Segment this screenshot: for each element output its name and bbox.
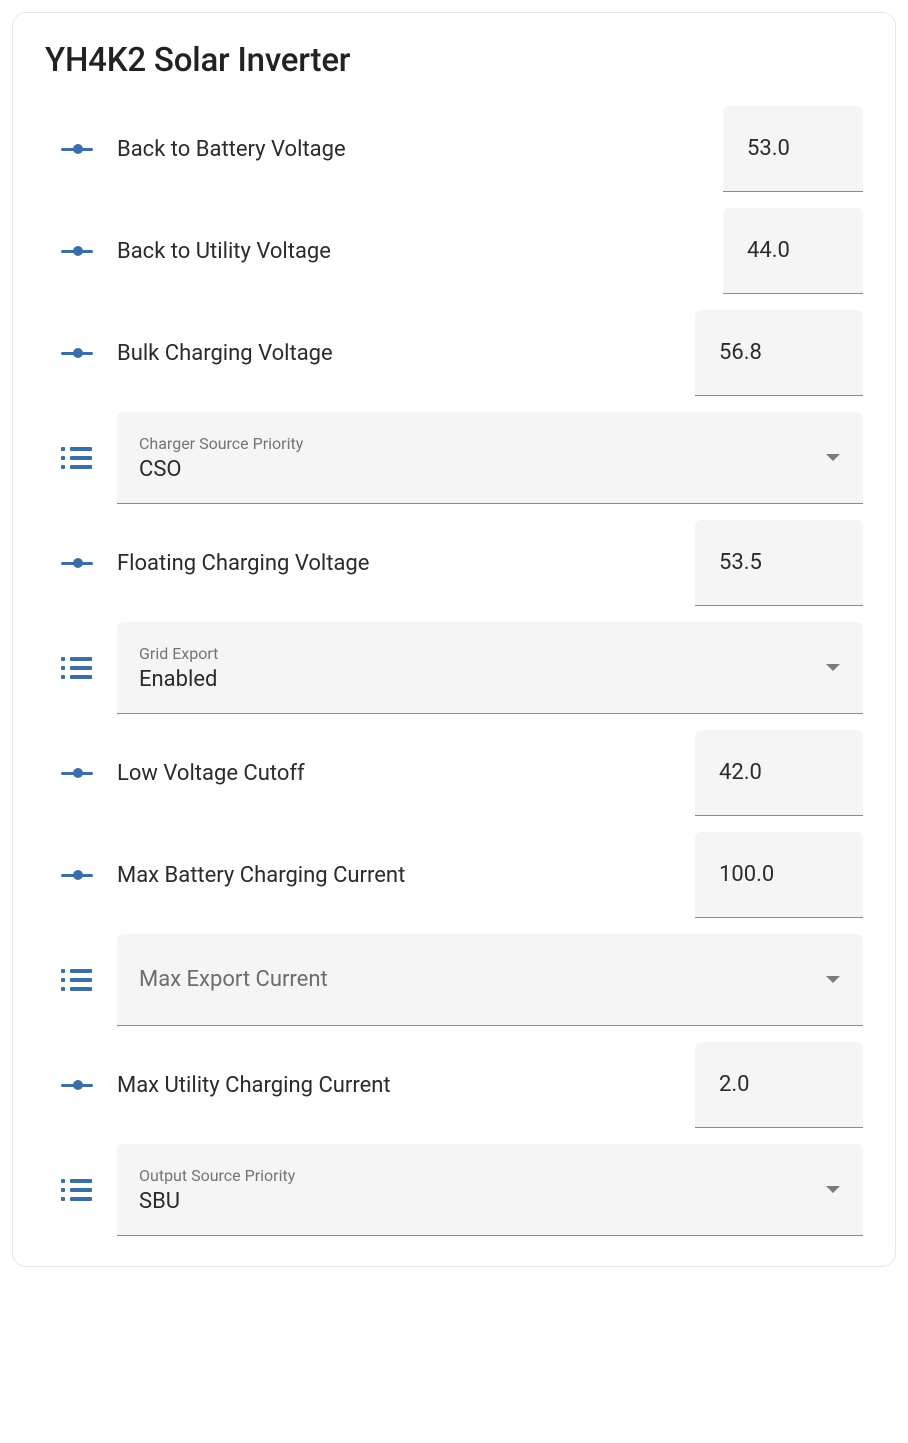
setting-label: Bulk Charging Voltage — [117, 341, 693, 366]
setting-label: Back to Battery Voltage — [117, 137, 693, 162]
list-icon — [45, 969, 117, 991]
slider-icon — [45, 558, 117, 568]
slider-icon — [45, 870, 117, 880]
setting-row-low-voltage-cutoff: Low Voltage Cutoff 42.0 — [45, 722, 863, 824]
setting-label-text: Floating Charging Voltage — [117, 551, 369, 576]
setting-label-text: Back to Battery Voltage — [117, 137, 346, 162]
setting-select-placeholder: Max Export Current — [139, 967, 328, 992]
setting-row-floating-charging-voltage: Floating Charging Voltage 53.5 — [45, 512, 863, 614]
setting-row-grid-export: Grid Export Enabled — [45, 622, 863, 714]
setting-select-input[interactable]: Grid Export Enabled — [117, 622, 863, 714]
setting-row-bulk-charging-voltage: Bulk Charging Voltage 56.8 — [45, 302, 863, 404]
setting-value-input[interactable]: 53.0 — [723, 106, 863, 192]
slider-icon — [45, 348, 117, 358]
setting-select-floating-label: Charger Source Priority — [139, 434, 303, 453]
setting-value-text: 44.0 — [747, 238, 790, 263]
setting-row-back-to-battery-voltage: Back to Battery Voltage 53.0 — [45, 98, 863, 200]
setting-label: Floating Charging Voltage — [117, 551, 693, 576]
setting-label-text: Max Utility Charging Current — [117, 1073, 391, 1098]
setting-row-max-utility-charging-current: Max Utility Charging Current 2.0 — [45, 1034, 863, 1136]
setting-label: Back to Utility Voltage — [117, 239, 693, 264]
setting-value-text: 100.0 — [719, 862, 774, 887]
slider-icon — [45, 144, 117, 154]
list-icon — [45, 447, 117, 469]
setting-value-input[interactable]: 56.8 — [695, 310, 863, 396]
setting-row-back-to-utility-voltage: Back to Utility Voltage 44.0 — [45, 200, 863, 302]
setting-value-input[interactable]: 2.0 — [695, 1042, 863, 1128]
setting-value-input[interactable]: 44.0 — [723, 208, 863, 294]
list-icon — [45, 1179, 117, 1201]
setting-row-charger-source-priority: Charger Source Priority CSO — [45, 412, 863, 504]
setting-label-text: Low Voltage Cutoff — [117, 761, 305, 786]
setting-value-input[interactable]: 53.5 — [695, 520, 863, 606]
setting-value-text: 53.5 — [719, 550, 762, 575]
card-title: YH4K2 Solar Inverter — [45, 41, 863, 80]
setting-select-value: CSO — [139, 457, 303, 482]
setting-select-input[interactable]: Output Source Priority SBU — [117, 1144, 863, 1236]
chevron-down-icon — [825, 970, 841, 989]
setting-value-text: 53.0 — [747, 136, 790, 161]
setting-row-max-export-current: Max Export Current — [45, 934, 863, 1026]
setting-select-value: SBU — [139, 1189, 295, 1214]
setting-label-text: Back to Utility Voltage — [117, 239, 331, 264]
chevron-down-icon — [825, 448, 841, 467]
setting-value-input[interactable]: 100.0 — [695, 832, 863, 918]
slider-icon — [45, 246, 117, 256]
setting-row-output-source-priority: Output Source Priority SBU — [45, 1144, 863, 1236]
inverter-card: YH4K2 Solar Inverter Back to Battery Vol… — [12, 12, 896, 1267]
setting-label-text: Max Battery Charging Current — [117, 863, 405, 888]
setting-label: Low Voltage Cutoff — [117, 761, 693, 786]
setting-select-input[interactable]: Max Export Current — [117, 934, 863, 1026]
setting-select-floating-label: Grid Export — [139, 644, 218, 663]
setting-value-text: 42.0 — [719, 760, 762, 785]
setting-value-text: 56.8 — [719, 340, 762, 365]
slider-icon — [45, 1080, 117, 1090]
chevron-down-icon — [825, 1180, 841, 1199]
slider-icon — [45, 768, 117, 778]
setting-label-text: Bulk Charging Voltage — [117, 341, 333, 366]
setting-label: Max Battery Charging Current — [117, 863, 693, 888]
setting-row-max-battery-charging-current: Max Battery Charging Current 100.0 — [45, 824, 863, 926]
setting-label: Max Utility Charging Current — [117, 1073, 693, 1098]
setting-select-floating-label: Output Source Priority — [139, 1166, 295, 1185]
setting-value-text: 2.0 — [719, 1072, 750, 1097]
list-icon — [45, 657, 117, 679]
chevron-down-icon — [825, 658, 841, 677]
setting-select-value: Enabled — [139, 667, 218, 692]
setting-value-input[interactable]: 42.0 — [695, 730, 863, 816]
setting-select-input[interactable]: Charger Source Priority CSO — [117, 412, 863, 504]
